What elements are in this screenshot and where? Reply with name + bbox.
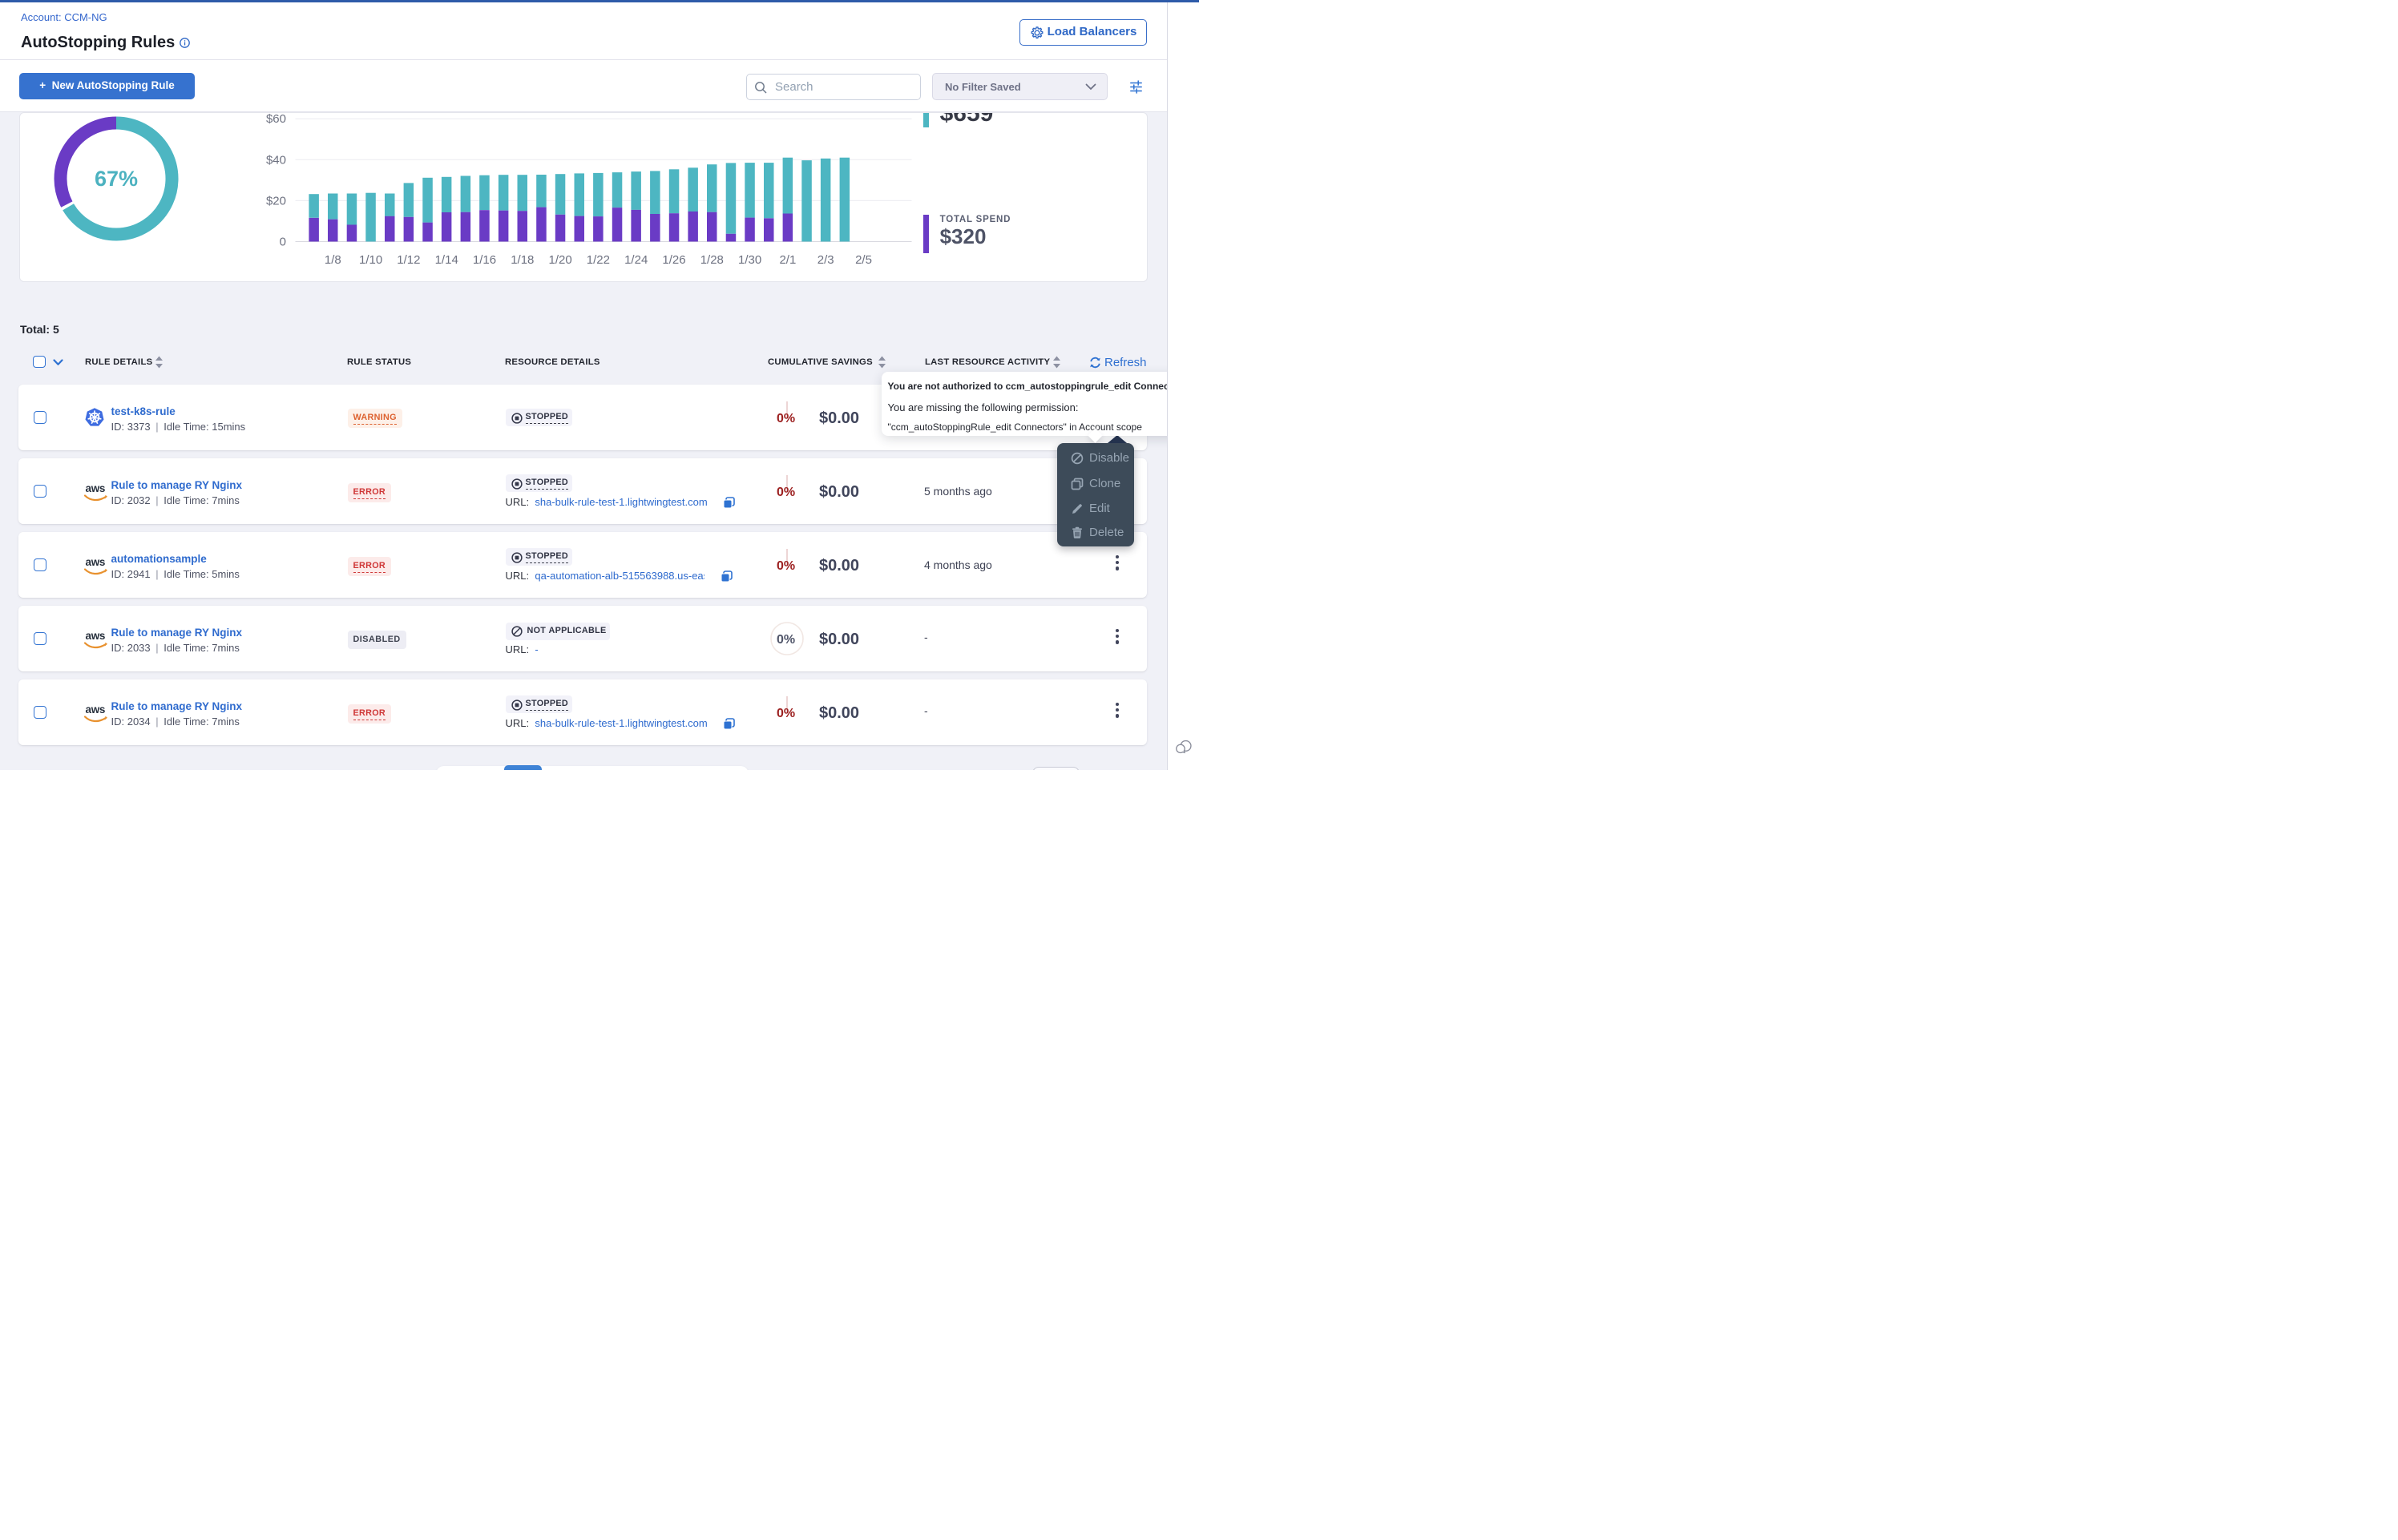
svg-text:1/28: 1/28: [700, 253, 724, 267]
svg-text:1/8: 1/8: [325, 253, 341, 267]
svg-text:1/12: 1/12: [397, 253, 420, 267]
svg-text:1/24: 1/24: [624, 253, 648, 267]
svg-text:2/3: 2/3: [818, 253, 834, 267]
svg-text:1/22: 1/22: [587, 253, 610, 267]
svg-text:1/16: 1/16: [473, 253, 496, 267]
svg-text:1/30: 1/30: [738, 253, 761, 267]
svg-text:$40: $40: [266, 153, 286, 167]
svg-text:$60: $60: [266, 113, 286, 126]
svg-text:2/1: 2/1: [779, 253, 796, 267]
svg-text:1/18: 1/18: [511, 253, 534, 267]
svg-text:1/20: 1/20: [548, 253, 571, 267]
svg-text:$20: $20: [266, 194, 286, 208]
svg-text:1/14: 1/14: [435, 253, 458, 267]
svg-text:1/10: 1/10: [359, 253, 382, 267]
svg-text:1/26: 1/26: [662, 253, 685, 267]
svg-text:0: 0: [280, 236, 286, 249]
svg-text:2/5: 2/5: [855, 253, 872, 267]
